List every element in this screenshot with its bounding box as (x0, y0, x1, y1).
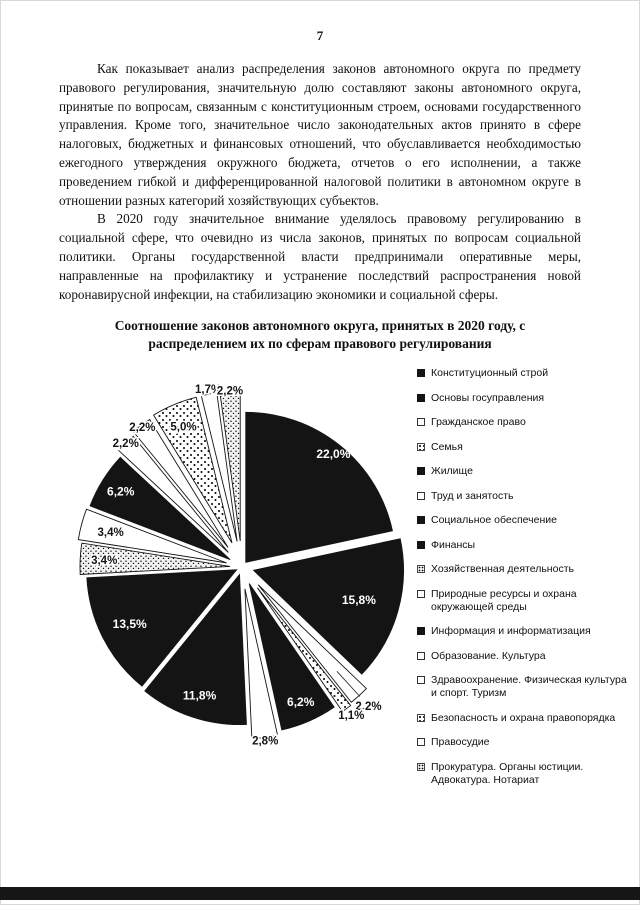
legend-label: Конституционный строй (431, 367, 549, 380)
legend-item: Семья (417, 441, 631, 454)
pie-slice-label: 15,8% (342, 594, 376, 608)
pie-slice-label: 11,8% (183, 689, 217, 703)
paragraph-2: В 2020 году значительное внимание уделял… (59, 211, 581, 302)
legend-item: Жилище (417, 465, 631, 478)
legend-item: Правосудие (417, 736, 631, 749)
legend-label: Гражданское право (431, 416, 526, 429)
legend-label: Информация и информатизация (431, 625, 591, 638)
pie-chart: 22,0%15,8%2,2%1,1%6,2%2,8%11,8%13,5%3,4%… (77, 383, 404, 749)
legend-label: Правосудие (431, 736, 490, 749)
legend-item: Основы госуправления (417, 392, 631, 405)
pie-slice (77, 508, 227, 564)
legend-label: Социальное обеспечение (431, 514, 557, 527)
pie-slice (252, 538, 404, 676)
legend-item: Финансы (417, 539, 631, 552)
pie-slice (132, 419, 229, 549)
legend-item: Гражданское право (417, 416, 631, 429)
legend-item: Прокуратура. Органы юстиции. Адвокатура.… (417, 761, 631, 787)
legend-marker (417, 762, 425, 771)
legend-marker (417, 651, 425, 660)
legend-label: Природные ресурсы и охрана окружающей ср… (431, 587, 577, 613)
body-text: Как показывает анализ распределения зако… (59, 60, 581, 304)
pie-slice-label: 5,0% (170, 422, 196, 434)
legend-label: Хозяйственная деятельность (431, 563, 574, 576)
pie-slice (144, 573, 247, 726)
pie-slice-label: 22,0% (316, 447, 350, 461)
pie-slice (245, 412, 393, 564)
legend-marker (417, 540, 425, 549)
pie-slice-label: 6,2% (287, 695, 315, 709)
legend-marker (417, 467, 425, 476)
pie-slice-label: 2,2% (129, 422, 155, 434)
legend-marker (417, 627, 425, 636)
page-number: 7 (316, 28, 324, 43)
legend-marker (417, 516, 425, 525)
legend-item: Здравоохранение. Физическая культура и с… (417, 674, 631, 700)
pie-slice (248, 583, 335, 731)
legend-item: Информация и информатизация (417, 625, 631, 638)
pie-slice-label: 1,7% (195, 385, 221, 397)
pie-slice-label: 13,5% (113, 618, 147, 632)
legend-marker (417, 738, 425, 747)
pie-slice-label: 1,1% (338, 710, 364, 722)
pie-slice (86, 569, 238, 688)
pie-slice-label: 3,4% (97, 527, 123, 539)
legend-label: Финансы (431, 538, 476, 551)
pie-slice (219, 390, 241, 542)
legend-marker (417, 369, 425, 378)
legend-label: Семья (431, 440, 463, 453)
legend-item: Безопасность и охрана правопорядка (417, 712, 631, 725)
legend-item: Конституционный строй (417, 367, 631, 380)
pie-slice (89, 457, 231, 561)
legend-marker (417, 589, 425, 598)
chart-title: Соотношение законов автономного округа, … (114, 318, 526, 352)
legend-item: Хозяйственная деятельность (417, 563, 631, 576)
legend-marker (417, 713, 425, 722)
legend-label: Образование. Культура (431, 649, 546, 662)
legend-marker (417, 418, 425, 427)
pie-slice-label: 2,2% (217, 386, 243, 398)
pie-slice (79, 542, 231, 576)
pie-slice (117, 436, 229, 554)
legend-label: Здравоохранение. Физическая культура и с… (431, 674, 627, 700)
legend-item: Образование. Культура (417, 650, 631, 663)
legend-label: Жилище (431, 465, 473, 478)
legend-marker (417, 491, 425, 500)
legend-label: Прокуратура. Органы юстиции. Адвокатура.… (431, 760, 584, 786)
legend-item: Природные ресурсы и охрана окружающей ср… (417, 588, 631, 614)
paragraph-1: Как показывает анализ распределения зако… (59, 61, 581, 208)
pie-slice-label: 6,2% (107, 485, 135, 499)
legend-marker (417, 393, 425, 402)
pie-slice-label: 2,8% (252, 736, 278, 748)
chart-legend: Конституционный строй Основы госуправлени… (417, 367, 631, 798)
legend-item: Социальное обеспечение (417, 514, 631, 527)
legend-item: Труд и занятость (417, 490, 631, 503)
pie-slice (200, 392, 238, 542)
pie-slice-label: 3,4% (91, 555, 117, 567)
pie-slice (152, 397, 233, 544)
legend-label: Труд и занятость (431, 489, 514, 502)
legend-marker (417, 565, 425, 574)
legend-marker (417, 442, 425, 451)
pie-chart-area: 22,0% 15,8% 2,2% 1,1% 6,2% 2,8% 11,8% 13,5% 3,4%… (0, 355, 640, 833)
pie-slice-label: 2,2% (113, 438, 139, 450)
pie-slice (244, 589, 279, 740)
pie-slice-label: 2,2% (355, 701, 381, 713)
legend-marker (417, 676, 425, 685)
legend-label: Основы госуправления (431, 391, 545, 404)
pie-slice (257, 587, 352, 713)
label-leader-line (336, 671, 361, 698)
page-bottom-edge (0, 887, 640, 900)
legend-label: Безопасность и охрана правопорядка (431, 711, 616, 724)
